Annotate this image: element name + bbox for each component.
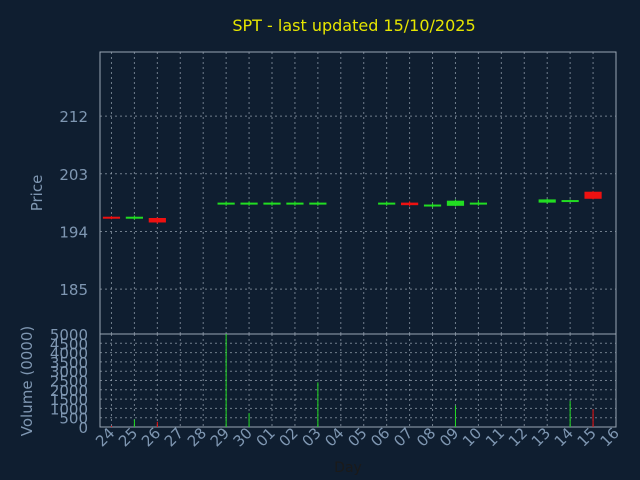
candle-up [469,202,487,205]
x-tick-label: 16 [597,424,623,450]
price-y-tick-label: 203 [59,166,88,184]
candle-up [286,202,304,205]
price-plot-frame [99,51,617,335]
candle-up [423,204,442,207]
candle-down [401,202,419,206]
price-y-tick-label: 194 [59,223,88,241]
candle-up [446,200,465,206]
candle-down [102,216,121,219]
candle-down [148,217,166,223]
volume-y-tick-label: 4500 [50,335,88,353]
candle-up [538,199,556,203]
volume-y-tick-label: 2000 [50,382,88,400]
chart-title: SPT - last updated 15/10/2025 [232,16,475,35]
price-grid [100,52,617,334]
price-y-tick-label: 185 [59,281,88,299]
price-axis-label: Price [28,175,46,212]
volume-y-tick-label: 1000 [50,400,88,418]
candle-up [263,202,281,205]
candle-down [584,191,602,199]
volume-grid [100,333,617,428]
volume-y-tick-label: 1500 [50,391,88,409]
candlestick-series [102,191,602,224]
price-y-tick-label: 212 [59,108,88,126]
x-axis-label: Day [334,460,362,476]
volume-bars [110,334,594,427]
volume-y-tick-label: 500 [59,410,88,428]
volume-y-tick-label: 3500 [50,354,88,372]
candle-up [561,200,579,203]
volume-y-tick-label: 5000 [50,326,88,344]
volume-y-tick-label: 3000 [50,363,88,381]
candle-up [378,202,396,205]
volume-y-tick-label: 4000 [50,345,88,363]
candle-up [309,202,327,205]
candle-up [240,202,258,205]
volume-y-tick-label: 0 [78,419,88,437]
candle-up [217,202,235,205]
volume-plot-frame [99,333,617,428]
volume-axis-label: Volume (0000) [18,326,36,436]
candle-up [125,216,143,219]
volume-y-tick-label: 2500 [50,373,88,391]
price-y-ticks: 185 194 203 212 [59,108,88,299]
x-axis-ticks: 2425262728293001020304050607080910111213… [92,424,623,450]
